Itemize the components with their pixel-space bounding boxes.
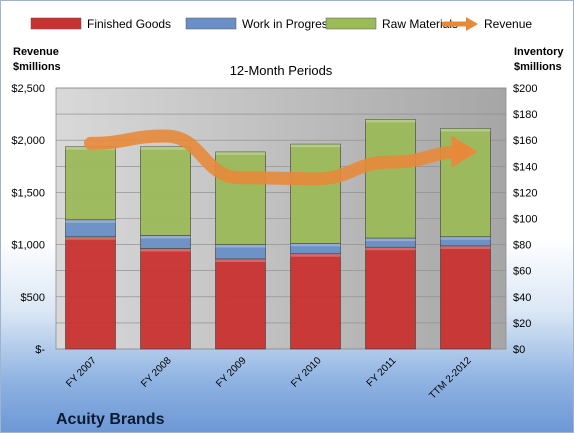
bar-highlight-work-in-progress-4 [365,238,416,242]
bar-highlight-raw-materials-4 [365,119,416,123]
bar-highlight-raw-materials-3 [290,144,341,148]
bar-finished-goods-2 [215,258,266,350]
right-tick-label-8: $160 [513,135,537,147]
bar-finished-goods-4 [365,246,416,350]
right-tick-label-1: $20 [513,318,531,330]
legend-swatch-raw-materials [325,17,377,30]
right-axis-title-line1: Inventory [514,46,564,58]
bar-highlight-work-in-progress-2 [215,244,266,248]
bar-highlight-raw-materials-5 [440,128,491,132]
right-tick-label-4: $80 [513,240,531,252]
bar-highlight-finished-goods-2 [215,258,266,262]
legend-swatch-work-in-progress [185,17,237,30]
left-tick-label-4: $2,000 [11,135,45,147]
chart-subtitle: 12-Month Periods [230,63,333,78]
bar-highlight-work-in-progress-0 [65,219,116,223]
legend-label-revenue: Revenue [484,17,532,31]
left-tick-label-0: $- [35,344,45,356]
left-tick-label-3: $1,500 [11,187,45,199]
bar-finished-goods-0 [65,236,116,350]
right-tick-label-9: $180 [513,109,537,121]
right-tick-label-10: $200 [513,83,537,95]
bar-raw-materials-1 [140,146,191,236]
bar-raw-materials-4 [365,119,416,239]
bar-finished-goods-1 [140,248,191,350]
right-tick-label-3: $60 [513,266,531,278]
bar-highlight-finished-goods-0 [65,236,116,240]
revenue-line [84,129,472,186]
left-axis-title-line2: $millions [13,61,61,73]
right-axis-title-line2: $millions [514,61,562,73]
legend-label-finished-goods: Finished Goods [87,17,171,31]
revenue-arrowhead [451,135,478,168]
right-tick-label-6: $120 [513,187,537,199]
right-tick-label-2: $40 [513,292,531,304]
right-tick-label-0: $0 [513,344,525,356]
bar-highlight-finished-goods-5 [440,245,491,249]
legend-label-raw-materials: Raw Materials [382,17,458,31]
x-tick-label-1: FY 2008 [139,355,174,390]
bar-highlight-finished-goods-1 [140,248,191,252]
bar-highlight-finished-goods-3 [290,253,341,257]
bar-raw-materials-2 [215,151,266,245]
bar-highlight-raw-materials-2 [215,151,266,155]
bar-highlight-work-in-progress-1 [140,235,191,239]
bar-highlight-work-in-progress-5 [440,236,491,240]
left-tick-label-1: $500 [21,292,45,304]
right-tick-label-7: $140 [513,161,537,173]
left-tick-label-2: $1,000 [11,240,45,252]
x-tick-label-4: FY 2011 [365,355,399,389]
left-tick-label-5: $2,500 [11,83,45,95]
bar-raw-materials-3 [290,143,341,244]
bar-raw-materials-0 [65,146,116,221]
left-axis-title-line1: Revenue [13,46,59,58]
bar-highlight-work-in-progress-3 [290,243,341,247]
bar-finished-goods-5 [440,245,491,350]
legend-swatch-finished-goods [30,17,82,30]
x-tick-label-5: TTM 2-2012 [427,355,474,402]
x-tick-label-0: FY 2007 [64,355,99,390]
bar-highlight-raw-materials-1 [140,146,191,150]
right-tick-label-5: $100 [513,214,537,226]
company-name: Acuity Brands [56,411,165,428]
legend-arrowhead-revenue [466,17,478,31]
x-tick-label-2: FY 2009 [214,355,249,390]
legend-label-work-in-progress: Work in Progress [242,17,334,31]
bar-finished-goods-3 [290,253,341,350]
x-tick-label-3: FY 2010 [289,355,324,390]
bar-highlight-finished-goods-4 [365,247,416,251]
